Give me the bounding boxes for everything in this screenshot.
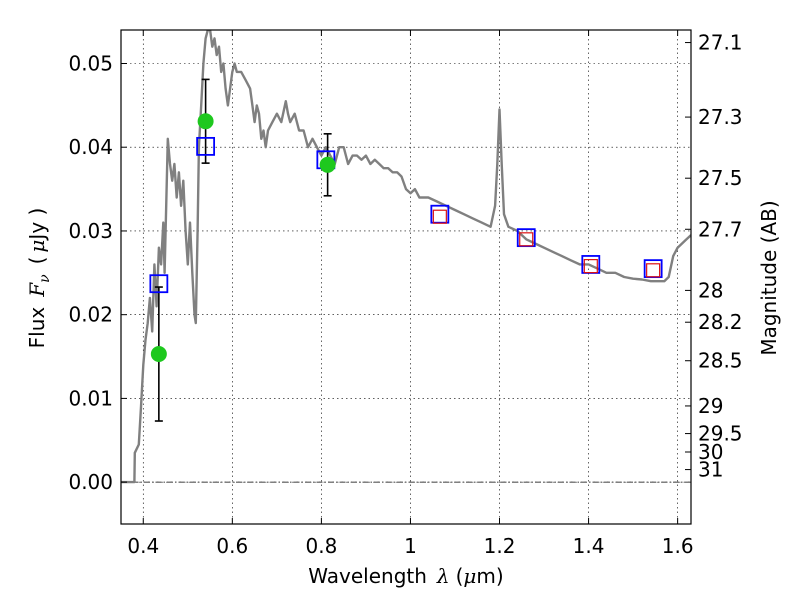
mag-tick-label: 30 [698,440,723,464]
observed-point [319,156,336,173]
model-photometry-square [149,274,169,294]
predicted-square [583,259,598,274]
y-tick-label: 0.01 [68,386,113,410]
predicted-square [432,209,447,224]
x-tick-label: 0.8 [305,534,337,558]
y-tick-label: 0.02 [68,303,113,327]
mag-tick-label: 27.1 [698,31,743,55]
x-tick-label: 0.6 [216,534,248,558]
x-tick-label: 0.4 [127,534,159,558]
mag-tick-label: 28 [698,278,723,302]
y-tick-label: 0.05 [68,51,113,75]
mag-tick-label: 29 [698,394,723,418]
y-tick-label: 0.03 [68,219,113,243]
x-axis-label: Wavelength λ (μm) [308,564,503,588]
y-axis-label: FluxFν(μJy ) [25,208,53,349]
observed-point [197,113,214,130]
mag-tick-label: 31 [698,458,723,482]
observed-point [150,346,167,363]
model-photometry-square [196,136,216,156]
mag-tick-label: 28.5 [698,349,743,373]
axis-ticks: 0.4 0.6 0.8 1 1.2 1.4 1.6 0.00 0.01 0.02 0.03 0.04 0… [68,30,743,558]
mag-tick-label: 27.3 [698,105,743,129]
x-tick-label: 1.6 [662,534,694,558]
predicted-square [519,232,534,247]
x-tick-label: 1.4 [573,534,605,558]
y-tick-label: 0.00 [68,470,113,494]
plot-frame [120,29,692,525]
mag-tick-label: 27.5 [698,166,743,190]
plot-area [121,30,691,484]
grid-lines [121,30,691,524]
x-tick-label: 1.2 [484,534,516,558]
mag-tick-label: 27.7 [698,217,743,241]
mag-tick-label: 28.2 [698,310,743,334]
model-spectrum-line [121,30,691,484]
x-tick-label: 1 [404,534,417,558]
y-tick-label: 0.04 [68,135,113,159]
predicted-square [646,263,661,278]
mag-tick-label: 29.5 [698,422,743,446]
y2-axis-label: Magnitude (AB) [757,200,781,355]
